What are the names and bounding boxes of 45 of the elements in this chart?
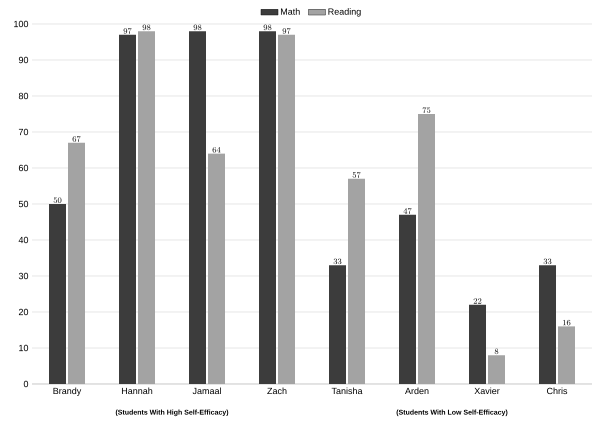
- bar: [539, 265, 556, 384]
- y-tick-label: 70: [18, 128, 28, 136]
- y-tick-label: 50: [18, 200, 28, 208]
- data-label: 33: [544, 258, 552, 264]
- y-tick-label: 20: [18, 308, 28, 316]
- x-tick-label: Tanisha: [332, 388, 363, 394]
- bar: [259, 31, 276, 384]
- y-tick-label: 100: [14, 20, 28, 28]
- bar: [189, 31, 206, 384]
- y-tick-label: 40: [18, 236, 28, 244]
- data-label: 67: [72, 136, 81, 142]
- data-label: 98: [194, 24, 202, 30]
- data-label: 97: [124, 28, 132, 34]
- legend-label: Reading: [328, 8, 361, 17]
- x-tick-label: Chris: [546, 388, 568, 394]
- y-tick-label: 90: [18, 56, 28, 64]
- bar: [119, 34, 136, 384]
- x-tick-label: Xavier: [474, 388, 500, 394]
- x-tick-label: Hannah: [122, 388, 152, 394]
- data-label: 22: [474, 298, 482, 304]
- bar: [469, 304, 486, 384]
- data-label: 47: [403, 208, 412, 214]
- data-label: 50: [54, 197, 62, 203]
- bar: [49, 204, 66, 384]
- data-label: 98: [142, 24, 150, 30]
- data-label: 8: [494, 348, 498, 354]
- data-label: 64: [212, 147, 220, 153]
- legend-label: Math: [280, 8, 300, 15]
- x-tick-label: Zach: [267, 388, 286, 394]
- y-tick-label: 0: [24, 380, 28, 388]
- data-label: 33: [334, 258, 342, 264]
- data-label: 75: [422, 107, 430, 113]
- y-tick-label: 30: [18, 272, 28, 280]
- y-tick-label: 60: [18, 164, 28, 172]
- y-tick-label: 10: [19, 344, 28, 352]
- y-tick-label: 80: [18, 92, 28, 100]
- data-label: 98: [264, 24, 272, 30]
- x-tick-label: Jamaal: [192, 388, 221, 394]
- bar: [399, 214, 416, 384]
- bar: [329, 265, 346, 384]
- data-label: 57: [352, 172, 361, 178]
- data-label: 16: [563, 320, 570, 326]
- x-tick-label: Brandy: [53, 388, 82, 396]
- data-label: 97: [282, 28, 291, 34]
- x-tick-label: Arden: [405, 388, 428, 394]
